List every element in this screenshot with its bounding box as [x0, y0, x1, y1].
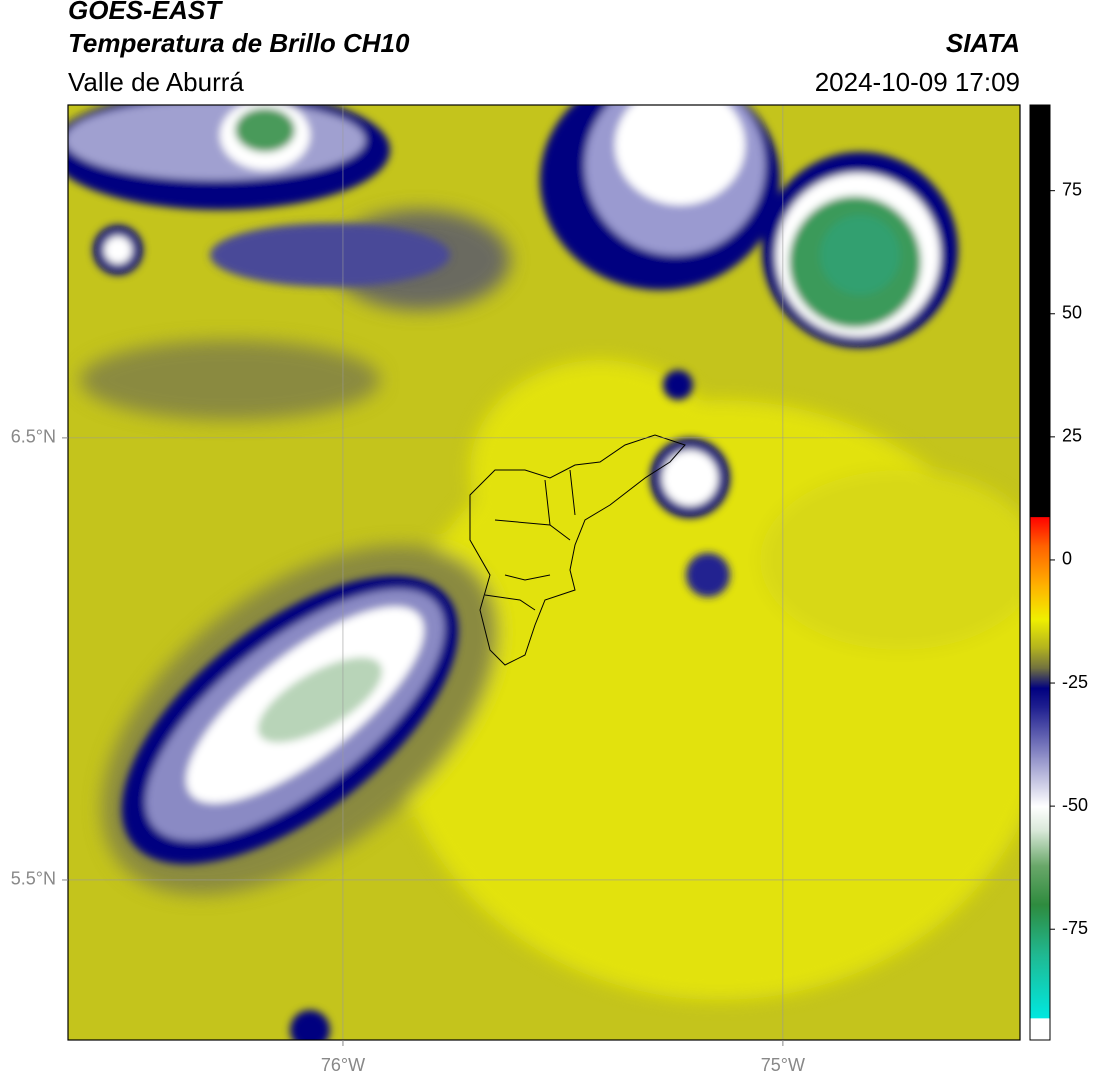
subtitle: Temperatura de Brillo CH10 — [68, 28, 410, 58]
colorbar — [1030, 105, 1050, 1041]
colorbar-segment — [1030, 830, 1050, 866]
title: GOES-EAST — [68, 0, 223, 25]
y-tick-label: 6.5°N — [11, 427, 56, 447]
colorbar-segment — [1030, 904, 1050, 955]
colorbar-segment — [1030, 707, 1050, 758]
colorbar-segment — [1030, 584, 1050, 620]
colorbar-segment — [1030, 806, 1050, 832]
x-tick-label: 76°W — [321, 1055, 365, 1075]
colorbar-segment — [1030, 105, 1050, 518]
colorbar-segment — [1030, 545, 1050, 586]
satellite-field — [68, 105, 1020, 1040]
colorbar-frame — [1029, 104, 1051, 1041]
colorbar-segment — [1030, 648, 1050, 669]
colorbar-tick-label: 0 — [1062, 549, 1072, 569]
colorbar-tick-label: 50 — [1062, 303, 1082, 323]
municipal-boundaries — [469, 434, 686, 666]
colorbar-segment — [1030, 687, 1050, 709]
source: SIATA — [946, 28, 1020, 58]
colorbar-segment — [1030, 756, 1050, 807]
colorbar-segment — [1030, 865, 1050, 906]
grid — [68, 105, 1020, 1040]
colorbar-segment — [1030, 668, 1050, 689]
y-tick-label: 5.5°N — [11, 869, 56, 889]
colorbar-tick-label: -75 — [1062, 918, 1088, 938]
colorbar-segment — [1030, 619, 1050, 650]
colorbar-tick-label: -50 — [1062, 795, 1088, 815]
x-tick-label: 75°W — [761, 1055, 805, 1075]
colorbar-segment — [1030, 516, 1050, 546]
colorbar-segment — [1030, 1017, 1050, 1041]
region: Valle de Aburrá — [68, 67, 244, 97]
colorbar-segment — [1030, 953, 1050, 1019]
colorbar-tick-label: -25 — [1062, 672, 1088, 692]
colorbar-tick-label: 75 — [1062, 179, 1082, 199]
datetime: 2024-10-09 17:09 — [815, 67, 1020, 97]
colorbar-tick-label: 25 — [1062, 426, 1082, 446]
map-frame — [67, 104, 1021, 1041]
